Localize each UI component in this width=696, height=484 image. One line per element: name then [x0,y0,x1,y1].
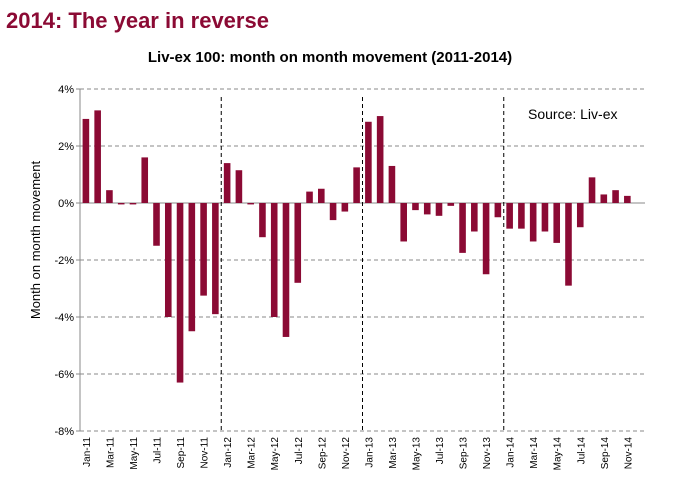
y-tick-label: 2% [58,141,74,153]
bar [270,203,278,317]
bar [329,203,337,221]
bar [212,203,219,315]
x-tick-label: May-13 [411,437,422,471]
bar [506,203,513,229]
y-tick-label: -8% [54,426,74,438]
bar [341,203,349,212]
bar [600,194,608,203]
bar [82,118,90,203]
bar [459,203,466,253]
bar [164,203,172,317]
x-tick-label: Jul-14 [576,437,587,465]
bar [94,110,101,203]
bar [259,203,266,238]
bar [518,203,525,229]
bar [471,203,478,232]
chart-title: 2014: The year in reverse [6,8,269,33]
bar [529,203,537,242]
x-tick-label: Jan-13 [364,437,375,468]
bar [306,191,313,203]
y-tick-label: 4% [58,84,74,96]
bar [153,203,160,246]
chart-subtitle: Liv-ex 100: month on month movement (201… [148,49,512,66]
bar [117,203,125,205]
annotation: Source: Liv-ex [528,106,617,122]
x-tick-label: Jan-12 [223,437,234,468]
x-tick-label: May-11 [129,437,140,470]
bar [106,190,113,203]
bar [129,203,137,205]
bar [388,165,396,203]
bar [435,203,443,216]
bar [200,203,207,296]
bar [365,121,372,203]
bar [412,203,419,211]
x-tick-label: Nov-13 [482,437,493,470]
bar [376,116,384,203]
y-tick-label: -2% [54,255,74,267]
bar [188,203,196,332]
x-tick-label: Mar-13 [388,437,399,469]
x-tick-label: Sep-14 [600,437,611,470]
x-tick-label: Jan-11 [82,437,93,467]
x-tick-label: May-14 [553,437,564,471]
x-tick-label: Jul-11 [153,437,164,464]
x-tick-label: Jan-14 [506,437,517,468]
bar [423,203,431,215]
y-axis-label: Month on month movement [28,160,43,319]
bar [176,203,184,383]
bar [247,203,254,205]
bar [235,170,243,203]
x-tick-label: Nov-11 [200,437,211,469]
bar [447,203,455,206]
bar [353,167,360,203]
bar [553,203,561,243]
x-tick-label: Mar-11 [105,437,116,468]
x-tick-label: Jul-13 [435,437,446,465]
x-tick-label: Jul-12 [294,437,305,465]
x-tick-label: Mar-12 [247,437,258,469]
bar [612,190,619,203]
bar [282,203,290,337]
bar [223,163,231,203]
bar [624,195,631,203]
y-tick-label: -6% [54,369,74,381]
x-tick-label: Mar-14 [529,437,540,469]
bar [318,188,325,203]
bar [588,177,596,203]
x-tick-label: Sep-11 [176,437,187,469]
bar [294,203,302,283]
bar [541,203,549,232]
bar [482,203,490,275]
x-tick-label: May-12 [270,437,281,471]
bar [494,203,502,218]
bar [141,157,149,203]
y-tick-label: -4% [54,312,74,324]
bar [400,203,407,242]
x-tick-label: Nov-12 [341,437,352,470]
bar [576,203,584,228]
x-tick-label: Sep-13 [459,437,470,470]
bar [565,203,572,286]
y-tick-label: 0% [58,198,74,210]
x-tick-label: Nov-14 [623,437,634,470]
x-tick-label: Sep-12 [317,437,328,470]
